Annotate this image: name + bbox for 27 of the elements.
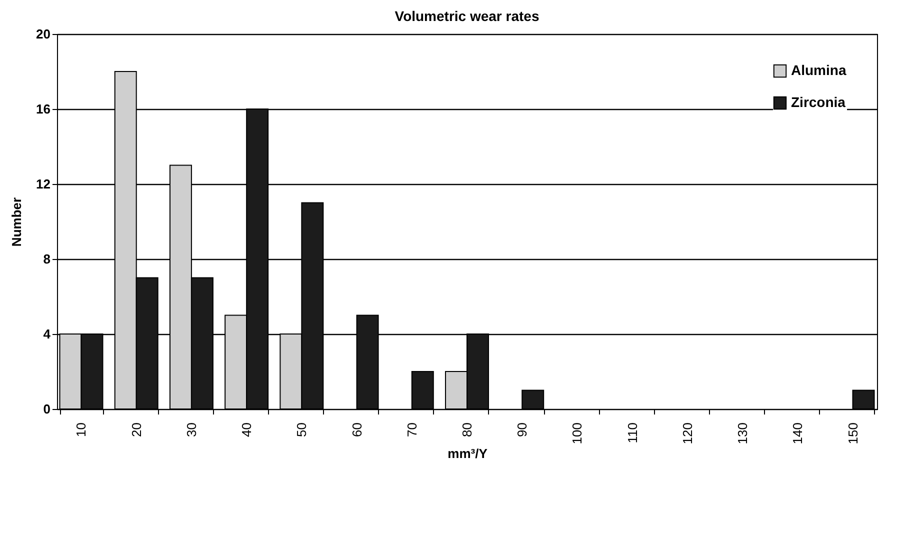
y-tick-label: 4 [43,326,52,342]
x-tick-label: 60 [349,422,364,437]
x-tick-label: 40 [239,422,254,437]
y-tick-label: 16 [36,102,50,116]
y-axis-title: Number [9,197,24,247]
legend-label: Alumina [791,62,846,78]
x-tick-label: 120 [680,422,695,444]
x-tick-label: 30 [184,422,199,437]
x-tick-label: 10 [74,422,89,437]
legend-label: Zirconia [791,94,846,110]
x-axis-title: mm³/Y [448,446,488,462]
x-tick-label: 50 [294,422,310,437]
bar [522,390,544,410]
x-tick-label: 110 [624,422,640,444]
y-tick-label: 8 [43,252,50,266]
y-tick-label: 0 [43,402,50,416]
x-tick-label: 100 [570,422,585,444]
y-tick-label: 12 [36,176,50,192]
x-tick-label: 80 [460,422,474,437]
x-tick-label: 130 [735,422,750,444]
x-tick-label: 20 [128,422,144,437]
x-tick-label: 150 [845,422,860,444]
x-tick-label: 140 [790,422,806,444]
x-tick-label: 70 [404,422,420,437]
chart-title: Volumetric wear rates [394,8,540,24]
x-tick-label: 90 [514,422,530,437]
y-tick-label: 20 [36,26,50,42]
